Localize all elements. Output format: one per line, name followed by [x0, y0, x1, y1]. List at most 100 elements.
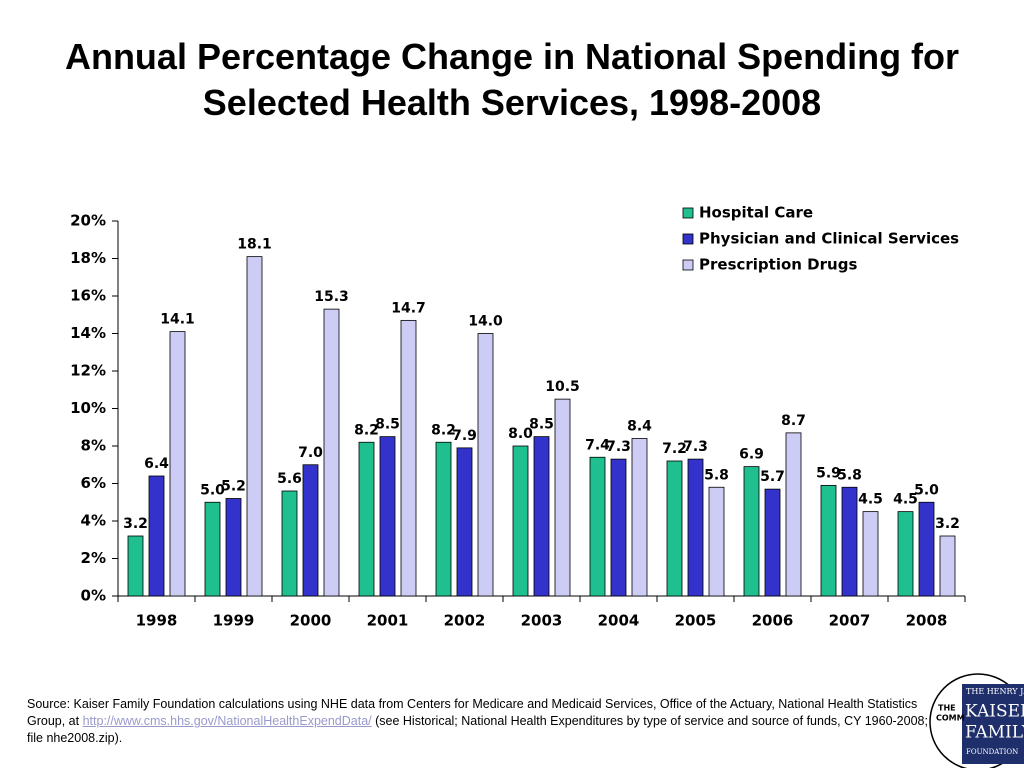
data-label: 7.3 [683, 439, 708, 455]
bar [358, 441, 375, 597]
bar [169, 331, 186, 597]
x-tick-label: 2002 [444, 612, 486, 630]
y-tick-label: 6% [81, 474, 106, 492]
data-label: 15.3 [314, 289, 349, 305]
bar [512, 445, 529, 597]
bar [666, 460, 683, 597]
data-label: 5.0 [914, 482, 939, 498]
y-tick-label: 0% [81, 587, 106, 605]
bar [785, 432, 802, 597]
bar [456, 447, 473, 597]
data-label: 4.5 [893, 492, 918, 508]
data-label: 8.5 [375, 417, 400, 433]
bar [477, 333, 494, 597]
data-label: 6.9 [739, 447, 764, 463]
x-tick-label: 2004 [598, 612, 640, 630]
data-label: 14.0 [468, 314, 503, 330]
x-tick-label: 2006 [752, 612, 794, 630]
bar [323, 308, 340, 597]
source-link[interactable]: http://www.cms.hhs.gov/NationalHealthExp… [82, 714, 372, 728]
data-label: 8.0 [508, 426, 533, 442]
bar [246, 256, 263, 597]
source-text: Source: Kaiser Family Foundation calcula… [27, 697, 918, 728]
y-tick-label: 2% [81, 549, 106, 567]
source-note: Source: Kaiser Family Foundation calcula… [27, 696, 932, 747]
bar [302, 464, 319, 597]
bar [610, 458, 627, 597]
bar [589, 456, 606, 597]
bar [939, 535, 956, 597]
bar [225, 498, 242, 597]
data-label: 5.2 [221, 479, 246, 495]
chart-title: Annual Percentage Change in National Spe… [64, 36, 960, 123]
y-tick-label: 14% [70, 324, 106, 342]
x-tick-label: 2000 [290, 612, 332, 630]
bar [127, 535, 144, 597]
data-label: 18.1 [237, 237, 272, 253]
bar [435, 441, 452, 597]
bar [204, 501, 221, 597]
data-label: 7.0 [298, 445, 323, 461]
data-label: 7.3 [606, 439, 631, 455]
bar [708, 486, 725, 597]
bar [281, 490, 298, 597]
data-label: 5.0 [200, 482, 225, 498]
data-label: 10.5 [545, 379, 580, 395]
bar [841, 486, 858, 597]
data-label: 7.4 [585, 437, 610, 453]
data-label: 5.6 [277, 471, 302, 487]
legend-swatch [682, 207, 694, 219]
y-tick-label: 10% [70, 399, 106, 417]
data-label: 7.9 [452, 428, 477, 444]
bar [862, 511, 879, 597]
y-tick-label: 4% [81, 512, 106, 530]
bar [379, 436, 396, 597]
data-label: 8.4 [627, 419, 652, 435]
data-label: 8.7 [781, 413, 806, 429]
x-tick-label: 2008 [906, 612, 948, 630]
data-label: 5.7 [760, 469, 785, 485]
bar [687, 458, 704, 597]
data-label: 5.8 [704, 467, 729, 483]
y-tick-label: 12% [70, 362, 106, 380]
bar [743, 466, 760, 597]
data-label: 14.7 [391, 300, 426, 316]
bar [148, 475, 165, 597]
legend-label: Hospital Care [699, 204, 813, 222]
data-label: 3.2 [935, 516, 960, 532]
y-tick-label: 18% [70, 249, 106, 267]
data-label: 6.4 [144, 456, 169, 472]
data-label: 5.8 [837, 467, 862, 483]
data-label: 8.5 [529, 417, 554, 433]
data-label: 3.2 [123, 516, 148, 532]
legend-swatch [682, 233, 694, 245]
legend-label: Physician and Clinical Services [699, 230, 959, 248]
bar [631, 438, 648, 597]
data-label: 8.2 [431, 422, 456, 438]
x-tick-label: 1998 [136, 612, 178, 630]
bar [897, 511, 914, 597]
y-tick-label: 20% [70, 212, 106, 230]
data-label: 5.9 [816, 465, 841, 481]
y-tick-label: 8% [81, 437, 106, 455]
bar [918, 501, 935, 597]
data-label: 4.5 [858, 492, 883, 508]
x-tick-label: 1999 [213, 612, 255, 630]
bar [764, 488, 781, 597]
data-label: 8.2 [354, 422, 379, 438]
legend-swatch [682, 259, 694, 271]
x-tick-label: 2003 [521, 612, 563, 630]
source-text: (see Historical; National Health Expendi… [27, 714, 928, 745]
x-tick-label: 2001 [367, 612, 409, 630]
x-tick-label: 2007 [829, 612, 871, 630]
bar [554, 398, 571, 597]
x-tick-label: 2005 [675, 612, 717, 630]
data-label: 7.2 [662, 441, 687, 457]
data-label: 14.1 [160, 312, 195, 328]
bar [400, 319, 417, 597]
bar [820, 484, 837, 597]
y-tick-label: 16% [70, 287, 106, 305]
legend-label: Prescription Drugs [699, 256, 857, 274]
